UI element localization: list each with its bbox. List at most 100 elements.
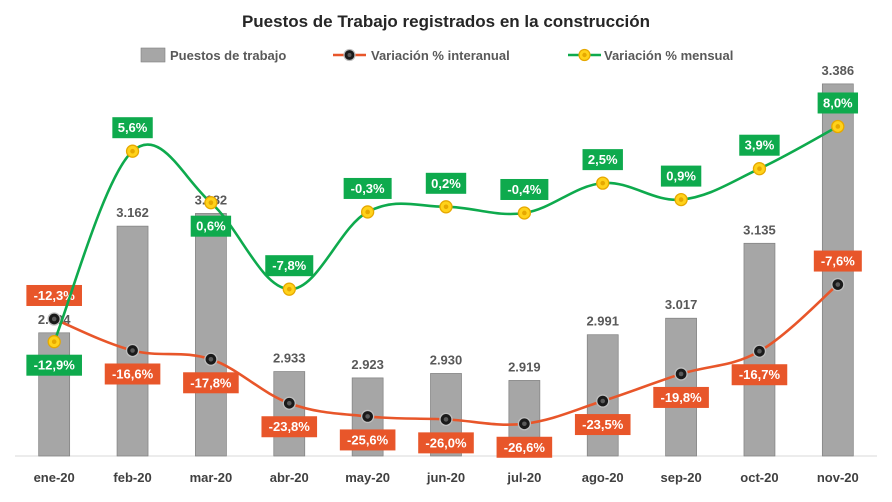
x-tick-label-feb-20: feb-20 bbox=[113, 470, 151, 485]
interanual-label-box-feb-20 bbox=[104, 363, 161, 385]
interanual-label-ene-20: -12,3% bbox=[34, 288, 76, 303]
mensual-label-box-may-20 bbox=[343, 177, 392, 199]
x-tick-label-abr-20: abr-20 bbox=[270, 470, 309, 485]
mensual-marker-core-oct-20 bbox=[757, 166, 762, 172]
interanual-label-box-sep-20 bbox=[653, 386, 709, 408]
mensual-label-box-feb-20 bbox=[112, 117, 153, 139]
interanual-marker-core-may-20 bbox=[365, 414, 370, 419]
bar-value-label-abr-20: 2.933 bbox=[273, 351, 306, 366]
mensual-label-nov-20: 8,0% bbox=[823, 95, 853, 110]
mensual-label-abr-20: -7,8% bbox=[272, 258, 306, 273]
mensual-label-box-jun-20 bbox=[425, 172, 467, 194]
x-tick-label-jul-20: jul-20 bbox=[506, 470, 541, 485]
bar-value-label-sep-20: 3.017 bbox=[665, 297, 698, 312]
interanual-label-box-jun-20 bbox=[418, 432, 474, 454]
x-tick-label-nov-20: nov-20 bbox=[817, 470, 859, 485]
mensual-label-may-20: -0,3% bbox=[351, 181, 385, 196]
legend-swatch-puestos bbox=[140, 47, 166, 63]
interanual-marker-core-jul-20 bbox=[522, 421, 527, 427]
x-tick-label-sep-20: sep-20 bbox=[660, 470, 701, 485]
mensual-label-box-sep-20 bbox=[660, 165, 702, 187]
x-tick-label-ene-20: ene-20 bbox=[34, 470, 75, 485]
mensual-label-oct-20: 3,9% bbox=[745, 138, 775, 153]
mensual-marker-core-sep-20 bbox=[678, 197, 684, 202]
x-tick-label-may-20: may-20 bbox=[345, 470, 390, 485]
bar-labels-group: 2.9943.1623.1822.9332.9232.9302.9192.991… bbox=[38, 63, 854, 375]
interanual-marker-core-abr-20 bbox=[286, 400, 292, 406]
mensual-label-box-ene-20 bbox=[26, 354, 82, 376]
legend-label-mensual: Variación % mensual bbox=[604, 48, 733, 63]
mensual-marker-core-abr-20 bbox=[286, 286, 292, 292]
bar-value-label-feb-20: 3.162 bbox=[116, 205, 149, 220]
interanual-marker-core-sep-20 bbox=[678, 371, 684, 377]
mensual-marker-core-ago-20 bbox=[600, 180, 606, 186]
interanual-label-box-jul-20 bbox=[496, 436, 553, 458]
legend-marker-interanual-core bbox=[347, 53, 352, 57]
mensual-label-box-nov-20 bbox=[817, 92, 859, 114]
interanual-label-nov-20: -7,6% bbox=[821, 254, 855, 269]
legend-label-interanual: Variación % interanual bbox=[371, 48, 510, 63]
mensual-label-sep-20: 0,9% bbox=[666, 169, 696, 184]
interanual-series-group: -12,3% -16,6% -17,8% -23,8% -25,6% -26,0% -26,… bbox=[26, 250, 862, 458]
bar-abr-20 bbox=[273, 371, 306, 457]
interanual-marker-core-nov-20 bbox=[835, 282, 841, 287]
interanual-label-feb-20: -16,6% bbox=[112, 366, 154, 381]
interanual-label-oct-20: -16,7% bbox=[739, 367, 781, 382]
mensual-marker-core-mar-20 bbox=[208, 200, 214, 205]
interanual-marker-core-ago-20 bbox=[600, 398, 606, 404]
interanual-label-box-abr-20 bbox=[261, 416, 318, 438]
mensual-marker-core-feb-20 bbox=[130, 148, 135, 154]
x-tick-label-oct-20: oct-20 bbox=[740, 470, 778, 485]
mensual-label-box-abr-20 bbox=[265, 255, 314, 277]
interanual-label-box-oct-20 bbox=[731, 364, 788, 386]
interanual-marker-core-ene-20 bbox=[51, 316, 57, 322]
legend: Puestos de trabajo Variación % interanua… bbox=[140, 47, 733, 63]
interanual-label-box-nov-20 bbox=[813, 250, 862, 272]
interanual-marker-core-mar-20 bbox=[208, 356, 214, 362]
chart-title: Puestos de Trabajo registrados en la con… bbox=[242, 12, 650, 31]
mensual-label-box-jul-20 bbox=[500, 178, 549, 200]
mensual-marker-core-ene-20 bbox=[51, 339, 57, 345]
mensual-label-box-ago-20 bbox=[582, 149, 623, 171]
bar-value-label-jul-20: 2.919 bbox=[508, 359, 541, 374]
bar-value-label-oct-20: 3.135 bbox=[743, 222, 776, 237]
bar-feb-20 bbox=[116, 225, 149, 457]
legend-label-puestos: Puestos de trabajo bbox=[170, 48, 286, 63]
bar-mar-20 bbox=[195, 213, 227, 457]
mensual-series-group: -12,9% 5,6% 0,6% -7,8% -0,3% 0,2% -0,4% 2,5% 0,9… bbox=[26, 92, 859, 376]
bar-value-label-may-20: 2.923 bbox=[351, 357, 384, 372]
interanual-label-sep-20: -19,8% bbox=[660, 390, 702, 405]
interanual-label-may-20: -25,6% bbox=[347, 432, 389, 447]
bar-ene-20 bbox=[38, 332, 71, 457]
x-tick-label-mar-20: mar-20 bbox=[190, 470, 233, 485]
mensual-label-feb-20: 5,6% bbox=[118, 120, 148, 135]
x-tick-label-ago-20: ago-20 bbox=[582, 470, 624, 485]
mensual-label-mar-20: 0,6% bbox=[196, 219, 226, 234]
bar-value-label-nov-20: 3.386 bbox=[822, 63, 855, 78]
interanual-label-jun-20: -26,0% bbox=[425, 435, 467, 450]
interanual-label-abr-20: -23,8% bbox=[269, 419, 311, 434]
interanual-marker-core-feb-20 bbox=[130, 348, 135, 353]
mensual-line bbox=[52, 125, 839, 343]
x-tick-labels-group: ene-20 feb-20 mar-20 abr-20 may-20 jun-20 jul-… bbox=[34, 470, 859, 485]
interanual-label-mar-20: -17,8% bbox=[190, 375, 232, 390]
mensual-marker-core-may-20 bbox=[365, 209, 370, 215]
legend-marker-mensual-core bbox=[582, 52, 587, 58]
bar-value-label-ago-20: 2.991 bbox=[586, 314, 619, 329]
mensual-label-ago-20: 2,5% bbox=[588, 152, 618, 167]
mensual-marker-core-jul-20 bbox=[522, 210, 527, 216]
bars-group bbox=[38, 83, 854, 457]
interanual-label-ago-20: -23,5% bbox=[582, 417, 624, 432]
x-tick-label-jun-20: jun-20 bbox=[426, 470, 465, 485]
mensual-marker-core-jun-20 bbox=[443, 204, 449, 210]
interanual-label-box-mar-20 bbox=[183, 372, 239, 394]
interanual-label-jul-20: -26,6% bbox=[504, 440, 546, 455]
mensual-label-box-mar-20 bbox=[190, 215, 232, 237]
interanual-marker-core-oct-20 bbox=[757, 348, 762, 354]
mensual-marker-core-nov-20 bbox=[835, 124, 841, 129]
mensual-label-ene-20: -12,9% bbox=[34, 358, 76, 373]
mensual-label-box-oct-20 bbox=[739, 134, 780, 156]
interanual-label-box-ago-20 bbox=[574, 414, 631, 436]
interanual-label-box-may-20 bbox=[339, 429, 396, 451]
